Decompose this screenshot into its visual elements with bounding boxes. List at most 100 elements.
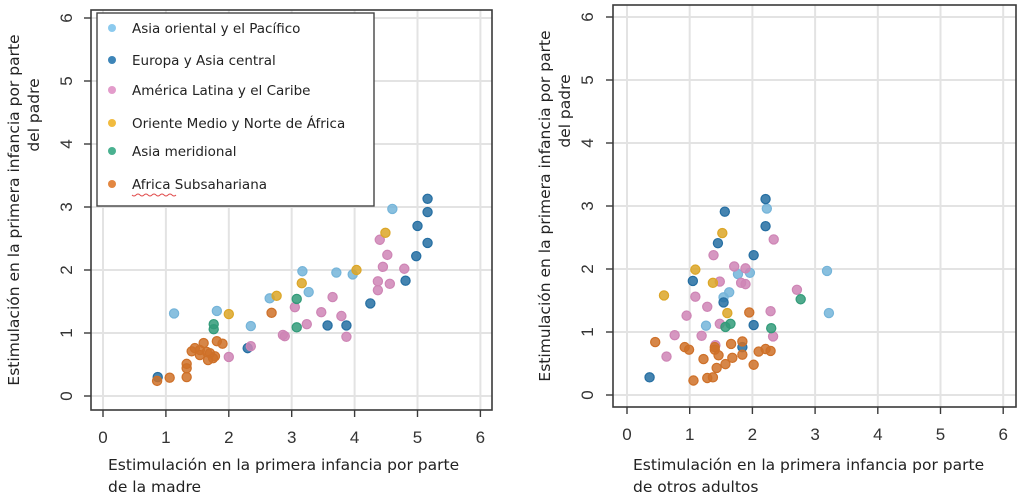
scatter-panel-madre: 0 1 2 3 4 5 6 0 1 2 3 4 5 6 Estimulación en la primera… (5, 9, 493, 496)
data-point (372, 276, 384, 287)
data-point (422, 206, 433, 218)
data-point (669, 329, 680, 341)
legend-marker-icon (108, 24, 116, 32)
data-point (761, 203, 773, 214)
x-tick-label: 6 (476, 428, 485, 447)
y-tick-label: 1 (57, 328, 76, 337)
y-tick-label: 6 (57, 13, 76, 22)
data-point (690, 264, 701, 275)
legend-label: Africa Subsahariana (132, 177, 267, 193)
data-point (791, 284, 803, 295)
data-point (151, 375, 163, 387)
y-tick-label: 4 (578, 138, 597, 147)
data-point (795, 294, 806, 305)
data-point (722, 307, 733, 319)
series-oriente-medio-y-norte-de-frica (658, 227, 733, 319)
legend-marker-icon (108, 147, 116, 155)
data-point (707, 372, 719, 383)
series-oriente-medio-y-norte-de-frica (223, 227, 391, 320)
legend-box (96, 12, 375, 207)
data-point (411, 250, 422, 262)
data-point (341, 320, 352, 331)
data-point (720, 358, 731, 370)
legend-marker-icon (108, 86, 116, 94)
y-tick-label: 2 (57, 265, 76, 274)
data-point (708, 249, 719, 261)
data-point (765, 345, 776, 357)
data-point (713, 350, 724, 361)
data-point (744, 307, 755, 318)
data-point (380, 227, 391, 239)
data-point (766, 323, 777, 334)
series-asia-oriental-y-el-pac-fico (168, 203, 398, 332)
data-point (729, 261, 740, 272)
x-tick-label: 0 (622, 425, 631, 444)
data-point (823, 307, 835, 319)
x-tick-label: 4 (350, 428, 359, 447)
data-point (223, 351, 234, 363)
data-point (737, 336, 748, 347)
series-africa-subsahariana (650, 307, 776, 386)
x-tick-label: 5 (413, 428, 422, 447)
legend-marker-icon (108, 119, 116, 127)
x-tick-label: 3 (810, 425, 819, 444)
data-point (211, 305, 223, 317)
data-point (168, 308, 180, 319)
data-point (384, 278, 396, 290)
legend-marker-icon (108, 56, 116, 64)
spellcheck-underline (131, 193, 177, 197)
data-point (271, 290, 282, 302)
y-tick-label: 1 (578, 327, 597, 336)
data-point (768, 234, 779, 245)
y-tick-label: 3 (57, 202, 76, 211)
scatter-panel-otros: 0 1 2 3 4 5 6 0 1 2 3 4 5 6 Estimulación en la primera… (536, 4, 1017, 496)
data-point (322, 320, 333, 331)
x-tick-label: 2 (748, 425, 757, 444)
data-point (698, 353, 709, 365)
series-asia-meridional (208, 293, 302, 335)
data-point (712, 237, 724, 249)
data-point (687, 275, 699, 287)
legend-label: Oriente Medio y Norte de África (132, 115, 345, 132)
data-point (737, 349, 748, 360)
data-point (683, 344, 695, 355)
data-point (422, 237, 433, 249)
data-point (181, 363, 192, 374)
y-tick-label: 5 (57, 76, 76, 85)
x-tick-label: 5 (936, 425, 945, 444)
data-point (336, 310, 347, 322)
data-point (700, 320, 712, 331)
data-point (399, 263, 410, 274)
data-point (291, 322, 302, 333)
data-point (365, 298, 376, 309)
x-axis-title: Estimulación en la primera infancia por … (633, 456, 984, 474)
data-point (748, 249, 759, 261)
series-europa-y-asia-central (152, 193, 433, 383)
x-tick-label: 2 (224, 428, 233, 447)
legend: Asia oriental y el Pacífico Europa y Asia… (96, 12, 375, 207)
data-point (422, 193, 433, 205)
data-point (717, 227, 728, 239)
data-point (374, 234, 385, 245)
x-tick-label: 6 (998, 425, 1007, 444)
y-tick-label: 3 (578, 201, 597, 210)
data-point (711, 362, 722, 374)
data-point (217, 338, 228, 349)
data-point (650, 336, 661, 348)
series-asia-meridional (720, 294, 806, 334)
data-point (341, 331, 352, 342)
legend-label: Europa y Asia central (132, 53, 276, 69)
x-tick-label: 1 (685, 425, 694, 444)
data-point (181, 371, 192, 383)
data-point (661, 351, 672, 362)
y-axis-title: del padre (25, 78, 43, 151)
y-tick-label: 0 (57, 391, 76, 400)
data-point (372, 284, 384, 296)
data-point (644, 372, 655, 383)
x-axis-title: Estimulación en la primera infancia por … (108, 456, 459, 474)
data-point (164, 372, 175, 383)
data-point (279, 330, 290, 342)
legend-label: Asia meridional (132, 144, 237, 160)
data-point (719, 206, 731, 217)
